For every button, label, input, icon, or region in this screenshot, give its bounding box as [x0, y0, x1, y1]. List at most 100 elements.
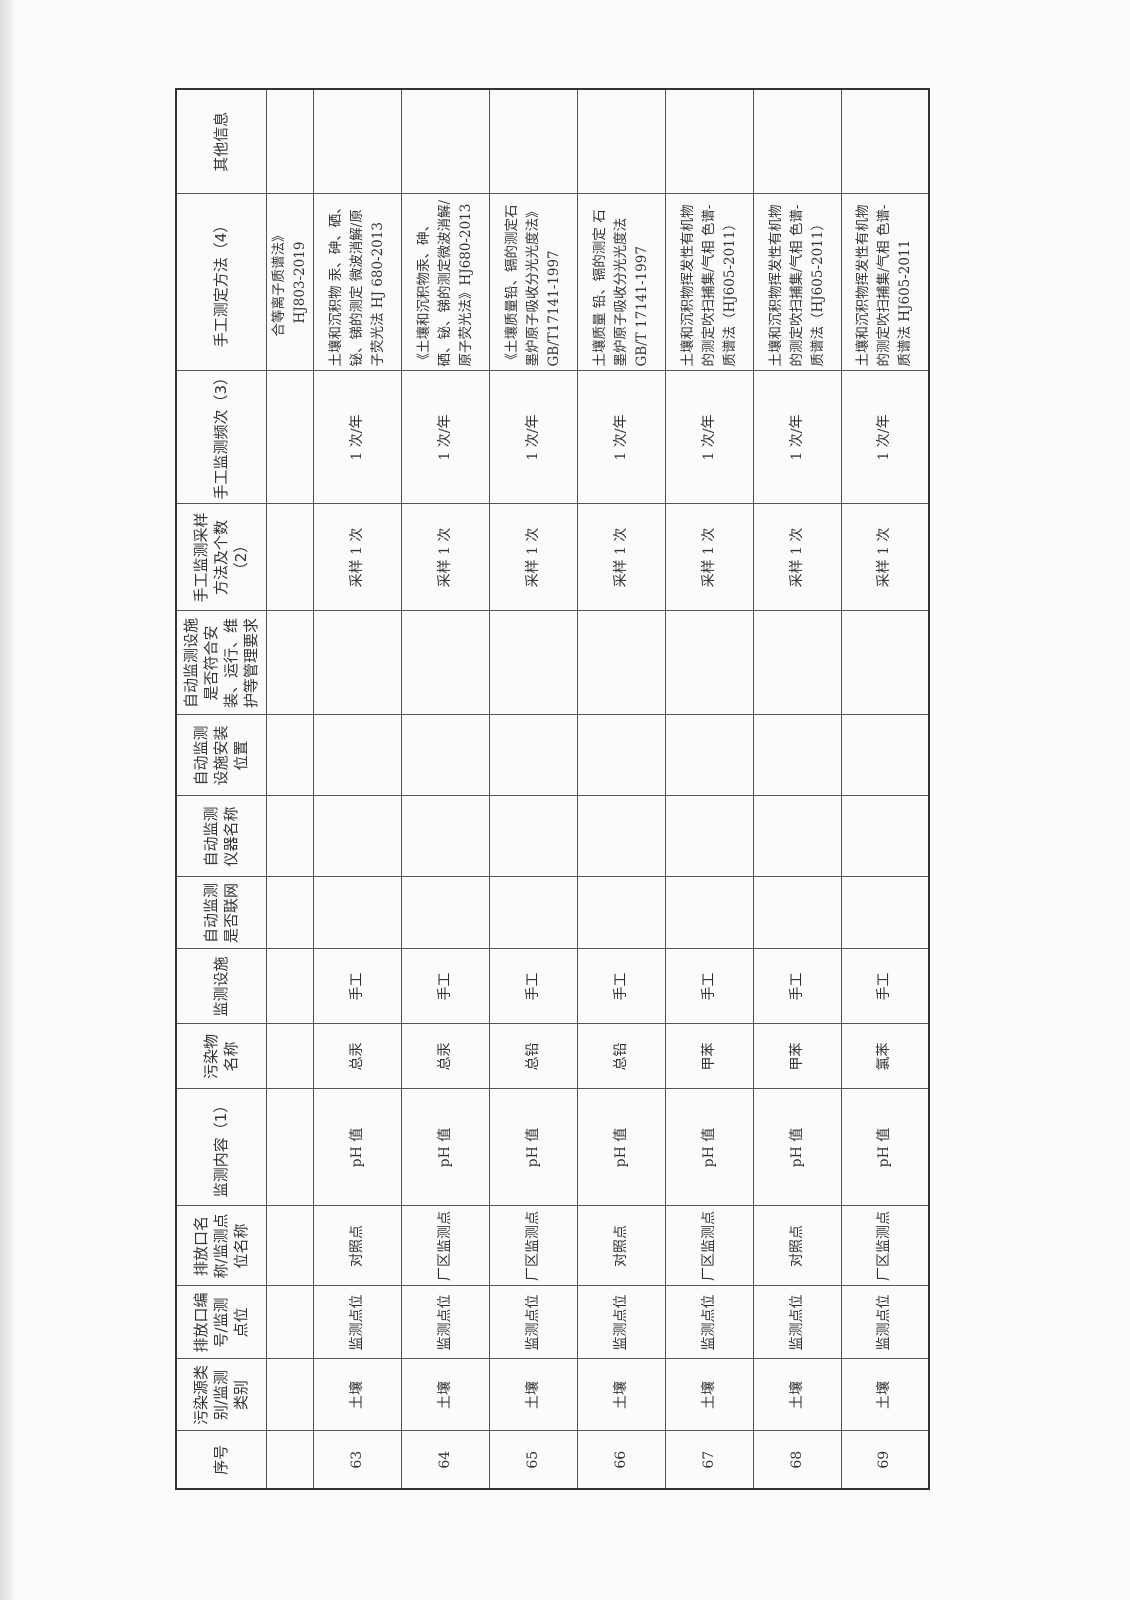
column-header: 自动监测设施是否符合安装、运行、维护等管理要求	[176, 611, 266, 715]
facility-cell: 手工	[313, 949, 401, 1024]
facility-cell: 手工	[401, 949, 489, 1024]
empty-cell	[577, 877, 665, 949]
column-header: 监测内容（1）	[176, 1089, 266, 1206]
no-cell: 66	[577, 1431, 665, 1489]
column-header: 序号	[176, 1431, 266, 1489]
empty-cell	[577, 715, 665, 796]
scan-edge	[0, 0, 14, 1600]
empty-cell	[313, 715, 401, 796]
method-cell: 土壤质量 铅、镉的测定 石墨炉原子吸收分光光度法 GB/T 17141-1997	[577, 194, 665, 371]
method-cell: 土壤和沉积物挥发性有机物的测定吹扫捕集/气相 色谱-质谱法 HJ605-2011	[841, 194, 929, 371]
pollutant-cell: 总汞	[401, 1024, 489, 1089]
sampling-cell: 采样 1 次	[401, 504, 489, 611]
empty-cell	[577, 796, 665, 877]
point-name-cell: 厂区监测点	[665, 1206, 753, 1286]
empty-cell	[401, 715, 489, 796]
content-cell: pH 值	[665, 1089, 753, 1206]
point-code-cell: 监测点位	[665, 1286, 753, 1359]
column-header: 手工测定方法（4）	[176, 194, 266, 371]
empty-cell	[489, 877, 577, 949]
empty-cell	[665, 877, 753, 949]
point-name-cell: 厂区监测点	[841, 1206, 929, 1286]
no-cell: 63	[313, 1431, 401, 1489]
empty-cell	[401, 611, 489, 715]
column-header: 污染源类别/监测类别	[176, 1359, 266, 1431]
column-header: 排放口名称/监测点位名称	[176, 1206, 266, 1286]
empty-cell	[401, 877, 489, 949]
point-name-cell: 对照点	[753, 1206, 841, 1286]
no-cell: 69	[841, 1431, 929, 1489]
empty-cell	[753, 89, 841, 194]
monitoring-table: 序号 污染源类别/监测类别 排放口编号/监测点位 排放口名称/监测点位名称 监测内容（1…	[175, 88, 930, 1490]
facility-cell: 手工	[841, 949, 929, 1024]
empty-cell	[313, 89, 401, 194]
method-cell: 《土壤和沉积物汞、砷、硒、铋、锑的测定微波消解/原子荧光法》HJ680-2013	[401, 194, 489, 371]
content-cell: pH 值	[489, 1089, 577, 1206]
facility-cell: 手工	[665, 949, 753, 1024]
empty-cell	[401, 796, 489, 877]
empty-cell	[841, 611, 929, 715]
no-cell: 64	[401, 1431, 489, 1489]
empty-cell	[577, 611, 665, 715]
pollutant-cell: 总铅	[577, 1024, 665, 1089]
category-cell: 土壤	[753, 1359, 841, 1431]
empty-cell	[665, 715, 753, 796]
category-cell: 土壤	[665, 1359, 753, 1431]
column-header: 自动监测是否联网	[176, 877, 266, 949]
empty-cell	[665, 89, 753, 194]
sampling-cell: 采样 1 次	[577, 504, 665, 611]
column-header: 排放口编号/监测点位	[176, 1286, 266, 1359]
pollutant-cell: 总汞	[313, 1024, 401, 1089]
empty-cell	[313, 796, 401, 877]
pollutant-cell: 甲苯	[665, 1024, 753, 1089]
sampling-cell: 采样 1 次	[489, 504, 577, 611]
continuation-row: 合等离子质谱法》 HJ803-2019	[266, 89, 313, 1489]
content-cell: pH 值	[841, 1089, 929, 1206]
frequency-cell: 1 次/年	[489, 371, 577, 504]
point-code-cell: 监测点位	[753, 1286, 841, 1359]
category-cell: 土壤	[577, 1359, 665, 1431]
point-name-cell: 厂区监测点	[489, 1206, 577, 1286]
empty-cell	[489, 89, 577, 194]
frequency-cell: 1 次/年	[577, 371, 665, 504]
column-header: 自动监测仪器名称	[176, 796, 266, 877]
empty-cell	[753, 611, 841, 715]
point-code-cell: 监测点位	[313, 1286, 401, 1359]
no-cell: 67	[665, 1431, 753, 1489]
method-cell: 土壤和沉积物挥发性有机物的测定吹扫捕集/气相 色谱-质谱法（HJ605-2011…	[753, 194, 841, 371]
empty-cell	[841, 877, 929, 949]
point-name-cell: 对照点	[313, 1206, 401, 1286]
empty-cell	[313, 877, 401, 949]
facility-cell: 手工	[753, 949, 841, 1024]
column-header: 监测设施	[176, 949, 266, 1024]
rotated-table-wrapper: 序号 污染源类别/监测类别 排放口编号/监测点位 排放口名称/监测点位名称 监测内容（1…	[175, 88, 930, 1490]
category-cell: 土壤	[401, 1359, 489, 1431]
empty-cell	[665, 611, 753, 715]
empty-cell	[841, 796, 929, 877]
content-cell: pH 值	[313, 1089, 401, 1206]
category-cell: 土壤	[841, 1359, 929, 1431]
pollutant-cell: 氯苯	[841, 1024, 929, 1089]
header-row: 序号 污染源类别/监测类别 排放口编号/监测点位 排放口名称/监测点位名称 监测内容（1…	[176, 89, 266, 1489]
sampling-cell: 采样 1 次	[841, 504, 929, 611]
empty-cell	[753, 877, 841, 949]
no-cell: 68	[753, 1431, 841, 1489]
method-cell: 合等离子质谱法》 HJ803-2019	[266, 194, 313, 371]
frequency-cell: 1 次/年	[401, 371, 489, 504]
frequency-cell: 1 次/年	[841, 371, 929, 504]
method-cell: 土壤和沉积物 汞、砷、硒、铋、锑的测定 微波消解/原子荧光法 HJ 680-20…	[313, 194, 401, 371]
point-code-cell: 监测点位	[841, 1286, 929, 1359]
content-cell: pH 值	[753, 1089, 841, 1206]
point-code-cell: 监测点位	[489, 1286, 577, 1359]
column-header: 自动监测设施安装位置	[176, 715, 266, 796]
point-name-cell: 对照点	[577, 1206, 665, 1286]
facility-cell: 手工	[577, 949, 665, 1024]
empty-cell	[401, 89, 489, 194]
point-name-cell: 厂区监测点	[401, 1206, 489, 1286]
method-cell: 土壤和沉积物挥发性有机物的测定吹扫捕集/气相 色谱-质谱法（HJ605-2011…	[665, 194, 753, 371]
point-code-cell: 监测点位	[401, 1286, 489, 1359]
